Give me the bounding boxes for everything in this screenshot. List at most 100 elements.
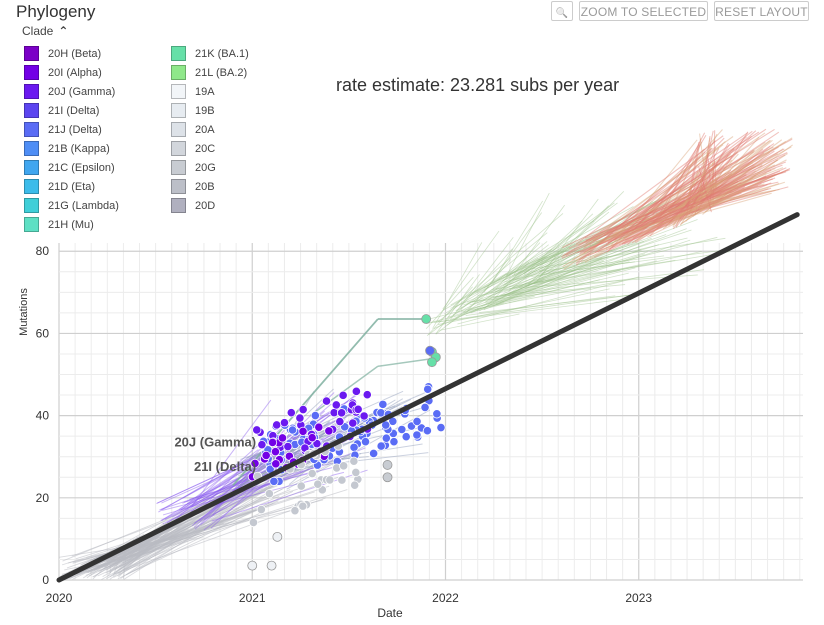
tree-branch [607, 167, 787, 244]
tree-branch [507, 250, 702, 297]
legend-item[interactable]: 20C [171, 139, 249, 158]
x-tick-label: 2023 [625, 591, 652, 605]
legend-swatch [171, 122, 186, 137]
tree-branch [694, 137, 711, 215]
tree-branch [490, 268, 532, 293]
tree-branch [533, 251, 731, 285]
tree-branch [479, 283, 526, 312]
tree-branch [495, 239, 691, 305]
tree-branch [519, 206, 665, 268]
legend-item[interactable]: 21G (Lambda) [24, 196, 119, 215]
tree-branch [565, 176, 720, 256]
tip-point [412, 416, 422, 427]
legend-item[interactable]: 20B [171, 177, 249, 196]
tree-branch [502, 197, 701, 281]
tree-branch [684, 150, 756, 218]
legend-item[interactable]: 21I (Delta) [24, 101, 119, 120]
tree-branch [541, 249, 729, 275]
tip-point [420, 402, 430, 413]
zoom-to-selected-button[interactable]: ZOOM TO SELECTED [579, 1, 708, 21]
tree-branch [583, 128, 767, 254]
tree-branch [527, 200, 653, 285]
tree-branch [626, 160, 710, 235]
tree-branch [484, 257, 546, 303]
legend-item[interactable]: 20A [171, 120, 249, 139]
legend-item[interactable]: 20D [171, 196, 249, 215]
tree-branch [657, 177, 724, 229]
tree-branch [691, 171, 706, 200]
tip-point [247, 560, 258, 571]
tree-branch [606, 151, 706, 253]
tree-branch [714, 164, 717, 189]
tree-branch [470, 255, 609, 314]
legend-item[interactable]: 20G [171, 158, 249, 177]
legend-label: 19A [195, 85, 215, 98]
tree-branch [85, 532, 204, 572]
tree-branch [539, 255, 665, 272]
tree-branch [506, 195, 700, 276]
tip-point [321, 396, 332, 406]
tree-branch [585, 132, 749, 245]
tree-branches[interactable] [58, 128, 793, 581]
search-button[interactable]: 🔍 [551, 1, 573, 21]
tree-branch [634, 163, 721, 221]
tip-point [283, 441, 293, 452]
legend-item[interactable]: 19B [171, 101, 249, 120]
legend-item[interactable]: 19A [171, 82, 249, 101]
legend-label: 20A [195, 123, 215, 136]
tip-points[interactable] [247, 314, 446, 571]
tree-branch [635, 129, 723, 228]
tree-branch [518, 212, 678, 274]
legend-swatch [171, 141, 186, 156]
tree-branch [681, 153, 788, 224]
legend-swatch [24, 65, 39, 80]
tree-branch [463, 257, 603, 314]
tree-branch [426, 286, 473, 337]
legend-item[interactable]: 21K (BA.1) [171, 44, 249, 63]
legend-item[interactable]: 21C (Epsilon) [24, 158, 119, 177]
tree-branch [449, 237, 514, 320]
legend-item[interactable]: 20I (Alpha) [24, 63, 119, 82]
legend-item[interactable]: 21H (Mu) [24, 215, 119, 234]
legend-item[interactable]: 20H (Beta) [24, 44, 119, 63]
tree-branch [637, 175, 767, 238]
tree-branch [612, 188, 769, 238]
tree-branch [592, 185, 705, 242]
legend-item[interactable]: 20J (Gamma) [24, 82, 119, 101]
tree-branch [687, 148, 784, 212]
legend-toggle[interactable]: Clade ⌃ [22, 24, 68, 38]
reset-layout-button[interactable]: RESET LAYOUT [714, 1, 809, 21]
legend-label: 20B [195, 180, 215, 193]
tree-branch [607, 174, 747, 247]
tip-point [338, 390, 348, 400]
tip-point [369, 448, 379, 459]
tree-branch [465, 295, 616, 316]
legend-item[interactable]: 21D (Eta) [24, 177, 119, 196]
legend-item[interactable]: 21L (BA.2) [171, 63, 249, 82]
tree-branch [474, 200, 657, 293]
x-axis-title: Date [377, 606, 403, 620]
tree-branch [679, 165, 763, 214]
tip-point [325, 475, 335, 485]
tree-branch [483, 261, 530, 310]
tree-branch [584, 162, 754, 263]
tree-branch [663, 140, 771, 218]
tree-branch [588, 148, 785, 251]
tree-branch [600, 178, 745, 241]
legend-label: 19B [195, 104, 215, 117]
tree-branch [621, 190, 732, 245]
tree-branch [377, 357, 436, 368]
tip-point [353, 404, 363, 414]
legend-item[interactable]: 21J (Delta) [24, 120, 119, 139]
tree-branch [597, 148, 735, 253]
tip-point [295, 413, 305, 423]
y-axis-title: Mutations [18, 288, 30, 336]
tree-branch [512, 202, 618, 281]
tree-branch [620, 170, 730, 237]
tree-branch [679, 145, 771, 220]
tip-point [264, 489, 275, 499]
legend-item[interactable]: 21B (Kappa) [24, 139, 119, 158]
tree-branch [430, 293, 641, 324]
tree-branch [479, 294, 634, 313]
